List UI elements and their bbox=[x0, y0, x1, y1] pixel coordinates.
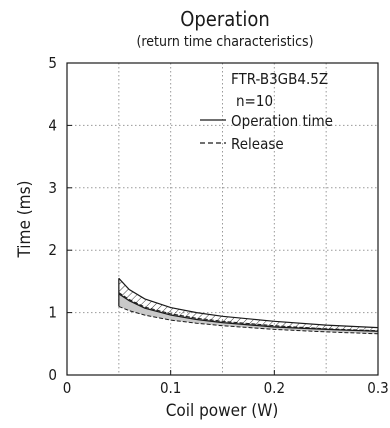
x-tick-label: 0.2 bbox=[264, 379, 285, 397]
y-tick-label: 2 bbox=[48, 241, 57, 259]
chart-title: Operation bbox=[180, 7, 270, 31]
legend: Operation time Release bbox=[200, 112, 333, 153]
legend-entry-operation: Operation time bbox=[231, 112, 333, 130]
release-upper-line bbox=[118, 292, 379, 332]
y-axis-label: Time (ms) bbox=[15, 180, 35, 258]
operation-upper-line bbox=[118, 277, 379, 329]
operation-band bbox=[118, 278, 379, 332]
release-band bbox=[118, 292, 379, 334]
x-axis-ticks: 0 0.1 0.2 0.3 bbox=[63, 370, 389, 397]
y-tick-label: 3 bbox=[48, 179, 57, 197]
x-tick-label: 0 bbox=[63, 379, 72, 397]
plot-frame bbox=[66, 62, 379, 376]
y-tick-label: 5 bbox=[48, 54, 57, 72]
operation-lower-line bbox=[118, 293, 379, 332]
sample-count-annotation: n=10 bbox=[236, 92, 273, 110]
data-bands bbox=[118, 277, 379, 335]
release-lower-line bbox=[118, 305, 379, 335]
x-tick-label: 0.3 bbox=[367, 379, 388, 397]
y-tick-label: 0 bbox=[48, 366, 57, 384]
y-axis-ticks: 0 1 2 3 4 5 bbox=[48, 54, 72, 384]
chart-subtitle: (return time characteristics) bbox=[136, 34, 313, 50]
y-tick-label: 4 bbox=[48, 116, 57, 134]
x-tick-label: 0.1 bbox=[160, 379, 181, 397]
annotation-block: FTR-B3GB4.5Z n=10 bbox=[231, 70, 328, 110]
legend-entry-release: Release bbox=[231, 135, 284, 153]
model-annotation: FTR-B3GB4.5Z bbox=[231, 70, 328, 88]
x-axis-label: Coil power (W) bbox=[166, 401, 279, 421]
y-tick-label: 1 bbox=[48, 304, 57, 322]
